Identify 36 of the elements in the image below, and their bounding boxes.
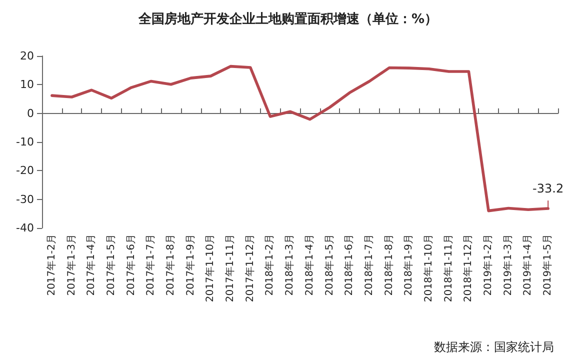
x-tick-label: 2017年1-7月 bbox=[144, 234, 157, 296]
x-tick-label: 2018年1-9月 bbox=[402, 234, 415, 296]
x-tick-label: 2017年1-6月 bbox=[124, 234, 137, 296]
x-tick-label: 2018年1-6月 bbox=[343, 234, 356, 296]
y-tick-label: 20 bbox=[20, 50, 34, 62]
x-tick-label: 2017年1-12月 bbox=[244, 234, 256, 302]
x-tick-label: 2017年1-11月 bbox=[224, 234, 236, 302]
x-tick-label: 2018年1-7月 bbox=[362, 234, 375, 296]
y-tick-label: -10 bbox=[16, 136, 34, 148]
x-tick-label: 2019年1-2月 bbox=[482, 234, 494, 296]
x-tick-label: 2018年1-4月 bbox=[303, 234, 316, 296]
x-tick-label: 2019年1-3月 bbox=[502, 234, 514, 296]
x-tick-label: 2017年1-4月 bbox=[85, 234, 98, 296]
x-tick-label: 2018年1-5月 bbox=[323, 234, 336, 296]
y-tick-label: 10 bbox=[20, 78, 34, 92]
x-tick-label: 2018年1-8月 bbox=[382, 234, 395, 296]
x-tick-label: 2017年1-9月 bbox=[184, 234, 196, 296]
x-tick-label: 2017年1-5月 bbox=[104, 234, 117, 296]
y-tick-label: -20 bbox=[16, 164, 34, 178]
x-tick-label: 2017年1-3月 bbox=[65, 234, 78, 296]
y-tick-label: 0 bbox=[27, 106, 34, 120]
x-tick-label: 2018年1-12月 bbox=[462, 234, 474, 302]
x-tick-label: 2017年1-8月 bbox=[164, 234, 176, 296]
x-tick-label: 2019年1-5月 bbox=[542, 234, 554, 296]
x-tick-label: 2018年1-3月 bbox=[284, 234, 296, 296]
x-tick-label: 2018年1-11月 bbox=[442, 234, 454, 302]
x-tick-label: 2018年1-10月 bbox=[422, 234, 434, 302]
source-note: 数据来源：国家统计局 bbox=[434, 340, 554, 354]
x-tick-label: 2019年1-4月 bbox=[522, 234, 534, 296]
x-tick-label: 2017年1-2月 bbox=[45, 234, 58, 296]
y-tick-label: -30 bbox=[16, 192, 34, 206]
x-tick-label: 2017年1-10月 bbox=[204, 234, 216, 302]
x-tick-label: 2018年1-2月 bbox=[264, 234, 276, 296]
chart-title: 全国房地产开发企业土地购置面积增速（单位：%） bbox=[137, 11, 438, 27]
data-label: -33.2 bbox=[532, 182, 564, 196]
y-tick-label: -40 bbox=[16, 222, 34, 234]
